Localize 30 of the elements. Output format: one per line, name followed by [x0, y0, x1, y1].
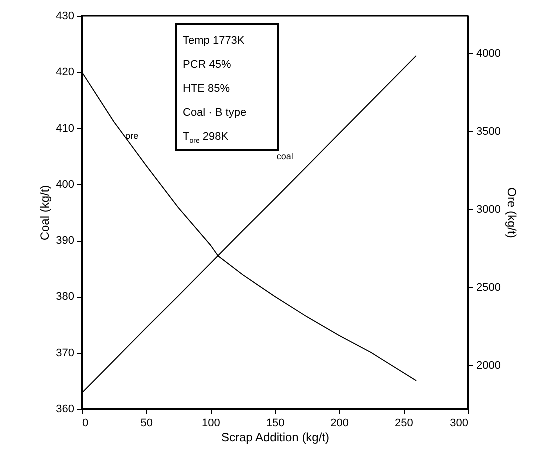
y2-tick-label: 2500 [476, 282, 501, 294]
x-tick-label: 0 [82, 418, 89, 430]
x-tick-label: 200 [330, 418, 350, 430]
y-tick-label: 400 [56, 178, 74, 191]
annotation: Temp 1773K [183, 34, 246, 49]
y-tick-label: 410 [56, 122, 74, 135]
y2-axis-title: Ore (kg/t) [504, 188, 519, 238]
y-axis-title: Coal (kg/t) [38, 185, 52, 241]
x-tick-label: 50 [140, 418, 153, 430]
y2-tick-label: 2000 [476, 360, 501, 372]
annotation: PCR 45% [183, 58, 232, 73]
series-label: coal [276, 151, 294, 162]
y-tick-label: 370 [56, 347, 74, 360]
x-tick-label: 300 [450, 418, 468, 430]
annotation: T$_{ore}$ 298K [183, 130, 230, 148]
x-tick-label: 100 [202, 418, 220, 430]
series-label: ore [126, 131, 139, 142]
y2-tick-label: 4000 [476, 48, 501, 60]
y-tick-label: 420 [56, 66, 74, 79]
y2-tick-label: 3500 [476, 126, 501, 138]
y-tick-label: 390 [56, 235, 74, 248]
y-tick-label: 360 [56, 404, 74, 416]
annotation: Coal · B type [183, 106, 248, 121]
x-tick-label: 250 [394, 418, 414, 430]
y-tick-label: 430 [56, 10, 74, 22]
x-tick-label: 150 [266, 418, 285, 430]
y2-tick-label: 3000 [476, 204, 501, 216]
y-tick-label: 380 [56, 291, 74, 304]
x-axis-title: Scrap Addition (kg/t) [221, 430, 330, 444]
annotation: HTE 85% [183, 82, 232, 97]
